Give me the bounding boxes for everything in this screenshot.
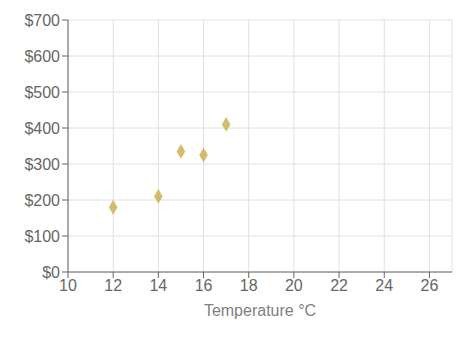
svg-text:$400: $400 xyxy=(24,120,60,137)
svg-text:20: 20 xyxy=(285,277,303,294)
svg-text:24: 24 xyxy=(375,277,393,294)
svg-text:$600: $600 xyxy=(24,48,60,65)
svg-text:12: 12 xyxy=(104,277,122,294)
svg-text:16: 16 xyxy=(195,277,213,294)
svg-text:14: 14 xyxy=(149,277,167,294)
svg-text:22: 22 xyxy=(330,277,348,294)
svg-text:Temperature °C: Temperature °C xyxy=(204,302,316,319)
svg-text:$500: $500 xyxy=(24,84,60,101)
svg-text:18: 18 xyxy=(240,277,258,294)
svg-text:$300: $300 xyxy=(24,156,60,173)
svg-text:10: 10 xyxy=(59,277,77,294)
svg-text:$100: $100 xyxy=(24,228,60,245)
svg-text:$200: $200 xyxy=(24,192,60,209)
svg-text:$0: $0 xyxy=(42,264,60,281)
svg-text:$700: $700 xyxy=(24,12,60,29)
svg-text:26: 26 xyxy=(421,277,439,294)
